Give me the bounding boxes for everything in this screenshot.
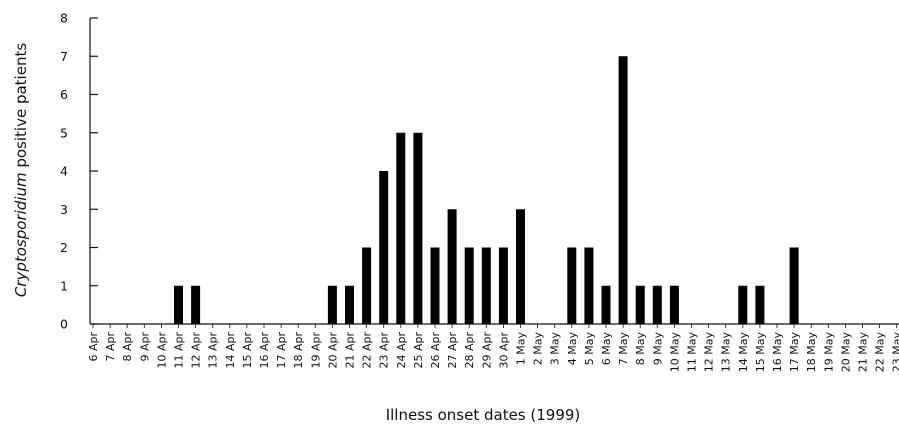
bar — [635, 285, 645, 324]
x-tick-label: 1 May — [515, 332, 528, 366]
x-tick-label: 27 Apr — [446, 332, 459, 369]
bar — [584, 247, 594, 324]
bar — [652, 285, 662, 324]
bar — [498, 247, 508, 324]
x-tick-label: 29 Apr — [480, 332, 493, 369]
x-tick-label: 10 May — [668, 332, 681, 373]
x-tick-label: 17 Apr — [275, 332, 288, 369]
bar — [516, 209, 525, 324]
bar — [618, 56, 628, 324]
y-tick-label: 1 — [60, 278, 68, 293]
y-axis-title-italic: Cryptosporidium — [12, 172, 30, 297]
x-tick-label: 18 Apr — [292, 332, 305, 369]
x-tick-label: 9 May — [651, 332, 664, 366]
bar — [345, 285, 354, 324]
bar — [601, 285, 611, 324]
x-axis-title: Illness onset dates (1999) — [386, 406, 581, 424]
x-tick-label: 7 Apr — [104, 332, 117, 362]
x-tick-label: 23 Apr — [378, 332, 391, 369]
x-tick-label: 10 Apr — [155, 332, 168, 369]
x-tick-label: 30 Apr — [497, 332, 510, 369]
x-tick-label: 20 May — [839, 332, 852, 373]
x-tick-label: 4 May — [566, 332, 579, 366]
x-tick-label: 26 Apr — [429, 332, 442, 369]
x-tick-label: 7 May — [617, 332, 630, 366]
x-tick-label: 6 Apr — [87, 332, 100, 362]
x-tick-label: 3 May — [549, 332, 562, 366]
y-tick-label: 6 — [60, 87, 68, 102]
x-tick-label: 22 May — [874, 332, 887, 373]
y-tick-label: 3 — [60, 202, 68, 217]
x-tick-label: 16 Apr — [258, 332, 271, 369]
x-tick-label: 13 Apr — [207, 332, 220, 369]
x-tick-label: 18 May — [805, 332, 818, 373]
bar — [567, 247, 577, 324]
x-tick-label: 2 May — [532, 332, 545, 366]
plot-area: 0 1 2 3 4 5 6 7 8 6 Apr 7 Apr 8 Apr 9 Apr 10 Apr 11 Ap… — [60, 11, 899, 373]
x-tick-label: 5 May — [583, 332, 596, 366]
y-tick-label: 2 — [60, 240, 68, 255]
x-tick-label: 19 May — [822, 332, 835, 373]
bar — [174, 285, 183, 324]
x-tick-label: 8 Apr — [121, 332, 134, 362]
y-tick-label: 5 — [60, 125, 68, 140]
x-tick-label: 22 Apr — [361, 332, 374, 369]
x-tick-label: 12 Apr — [190, 332, 203, 369]
bar — [669, 285, 679, 324]
bar — [447, 209, 457, 324]
x-tick-label: 15 May — [754, 332, 767, 373]
bar — [430, 247, 440, 324]
x-tick-label: 25 Apr — [412, 332, 425, 369]
bar — [464, 247, 474, 324]
x-tick-label: 24 Apr — [395, 332, 408, 369]
bar — [327, 285, 337, 324]
x-tick-label: 13 May — [720, 332, 733, 373]
x-tick-label: 17 May — [788, 332, 801, 373]
bar — [413, 132, 423, 324]
x-tick-label: 21 Apr — [344, 332, 357, 369]
x-tick-label: 14 Apr — [224, 332, 237, 369]
x-tick-label: 8 May — [634, 332, 647, 366]
x-tick-label: 15 Apr — [241, 332, 254, 369]
y-tick-label: 4 — [60, 164, 68, 179]
x-tick-label: 28 Apr — [463, 332, 476, 369]
x-tick-label: 19 Apr — [309, 332, 322, 369]
x-tick-label: 23 May — [891, 332, 899, 373]
x-tick-label: 16 May — [771, 332, 784, 373]
y-tick-label: 0 — [60, 317, 68, 332]
y-axis-title-rest: positive patients — [12, 43, 30, 173]
x-tick-label: 9 Apr — [138, 332, 151, 362]
bar — [755, 285, 765, 324]
bar — [191, 285, 201, 324]
bar — [789, 247, 799, 324]
x-tick-label: 11 May — [686, 332, 699, 373]
bar — [738, 285, 748, 324]
x-tick-label: 21 May — [857, 332, 870, 373]
x-tick-label: 6 May — [600, 332, 613, 366]
bar — [481, 247, 491, 324]
bar — [396, 132, 406, 324]
x-tick-label: 14 May — [737, 332, 750, 373]
x-tick-label: 20 Apr — [326, 332, 339, 369]
bar — [362, 247, 372, 324]
y-tick-label: 8 — [60, 11, 68, 26]
x-tick-label: 11 Apr — [173, 332, 186, 369]
bar — [379, 171, 389, 324]
x-tick-label: 12 May — [703, 332, 716, 373]
y-axis-title: Cryptosporidium positive patients — [12, 43, 30, 298]
y-tick-label: 7 — [60, 49, 68, 64]
